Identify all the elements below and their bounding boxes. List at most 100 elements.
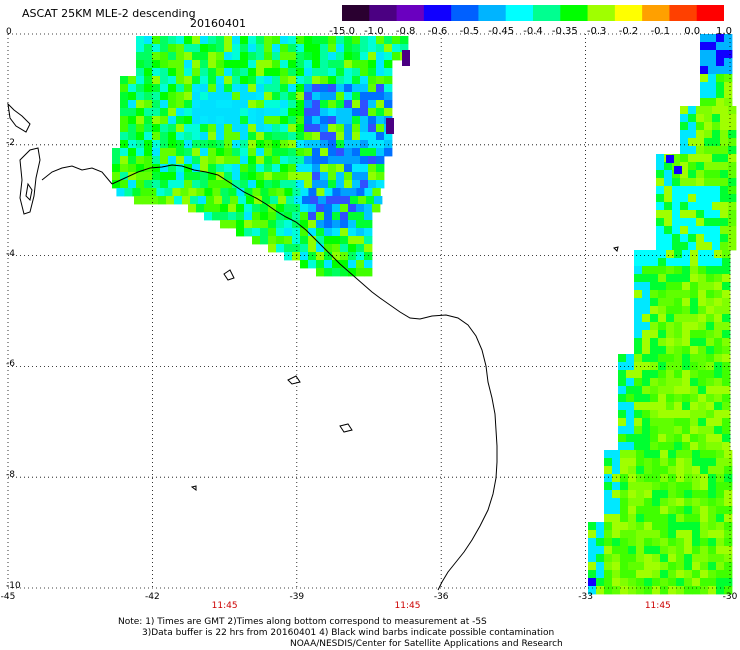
swath-pixel <box>644 586 653 595</box>
swath-pixel <box>168 156 177 165</box>
swath-pixel <box>192 148 201 157</box>
swath-pixel <box>676 530 685 539</box>
swath-pixel <box>684 538 693 547</box>
swath-pixel <box>708 554 717 563</box>
swath-pixel <box>628 578 637 587</box>
swath-pixel <box>376 164 385 173</box>
swath-pixel <box>256 84 265 93</box>
swath-pixel <box>220 204 229 213</box>
swath-pixel <box>680 242 689 251</box>
swath-pixel <box>634 338 643 347</box>
swath-pixel <box>368 44 377 53</box>
swath-pixel <box>360 164 369 173</box>
swath-pixel <box>268 212 277 221</box>
swath-pixel <box>658 354 667 363</box>
swath-pixel <box>136 156 145 165</box>
swath-pixel <box>652 570 661 579</box>
swath-pixel <box>312 140 321 149</box>
swath-pixel <box>620 450 629 459</box>
swath-pixel <box>324 228 333 237</box>
swath-pixel <box>666 442 675 451</box>
swath-pixel <box>698 418 707 427</box>
swath-pixel <box>716 98 725 107</box>
swath-pixel <box>296 148 305 157</box>
swath-pixel <box>658 290 667 299</box>
swath-pixel <box>696 106 705 115</box>
swath-pixel <box>268 236 277 245</box>
swath-pixel <box>642 378 651 387</box>
swath-pixel <box>144 116 153 125</box>
swath-pixel <box>642 274 651 283</box>
swath-pixel <box>192 100 201 109</box>
swath-pixel <box>344 52 353 61</box>
swath-pixel <box>152 108 161 117</box>
swath-pixel <box>184 92 193 101</box>
swath-pixel <box>240 172 249 181</box>
swath-pixel <box>304 36 313 45</box>
swath-pixel <box>296 76 305 85</box>
swath-pixel <box>336 164 345 173</box>
swath-pixel <box>222 196 231 205</box>
swath-pixel <box>644 506 653 515</box>
swath-pixel <box>676 578 685 587</box>
swath-pixel <box>666 155 674 163</box>
swath-pixel <box>666 346 675 355</box>
swath-pixel <box>626 362 635 371</box>
swath-pixel <box>300 188 309 197</box>
island-b <box>287 375 301 385</box>
swath-pixel <box>644 458 653 467</box>
swath-pixel <box>240 132 249 141</box>
swath-pixel <box>300 236 309 245</box>
swath-pixel <box>722 306 731 315</box>
swath-pixel <box>688 186 697 195</box>
swath-pixel <box>666 426 675 435</box>
swath-pixel <box>264 92 273 101</box>
swath-pixel <box>658 330 667 339</box>
swath-pixel <box>716 474 725 483</box>
swath-pixel <box>316 212 325 221</box>
swath-pixel <box>200 172 209 181</box>
swath-pixel <box>660 450 669 459</box>
swath-pixel <box>652 586 661 595</box>
swath-pixel <box>228 220 237 229</box>
swath-pixel <box>722 394 731 403</box>
swath-pixel <box>708 530 717 539</box>
swath-pixel <box>216 44 225 53</box>
swath-pixel <box>674 314 683 323</box>
swath-pixel <box>260 228 269 237</box>
swath-pixel <box>720 218 729 227</box>
swath-pixel <box>348 260 357 269</box>
swath-pixel <box>200 140 209 149</box>
swath-pixel <box>144 124 153 133</box>
swath-pixel <box>288 84 297 93</box>
swath-pixel <box>348 188 357 197</box>
swath-pixel <box>200 164 209 173</box>
swath-pixel <box>376 156 385 165</box>
swath-pixel <box>344 108 353 117</box>
swath-pixel <box>644 570 653 579</box>
swath-pixel <box>224 52 233 61</box>
swath-pixel <box>700 554 709 563</box>
swath-pixel <box>216 132 225 141</box>
swath-pixel <box>136 60 145 69</box>
swath-pixel <box>248 84 257 93</box>
swath-pixel <box>716 490 725 499</box>
swath-pixel <box>376 60 385 69</box>
swath-pixel <box>152 156 161 165</box>
swath-pixel <box>650 410 659 419</box>
swath-pixel <box>272 52 281 61</box>
swath-pixel <box>714 378 723 387</box>
swath-pixel <box>634 386 643 395</box>
swath-pixel <box>674 322 683 331</box>
swath-pixel <box>636 554 645 563</box>
swath-pixel <box>682 354 691 363</box>
swath-pixel <box>728 162 737 171</box>
swath-pixel <box>688 242 697 251</box>
swath-pixel <box>652 530 661 539</box>
swath-pixel <box>618 386 627 395</box>
colorbar-segment <box>696 5 724 21</box>
swath-pixel <box>216 156 225 165</box>
swath-pixel <box>176 100 185 109</box>
swath-pixel <box>660 578 669 587</box>
swath-pixel <box>652 522 661 531</box>
